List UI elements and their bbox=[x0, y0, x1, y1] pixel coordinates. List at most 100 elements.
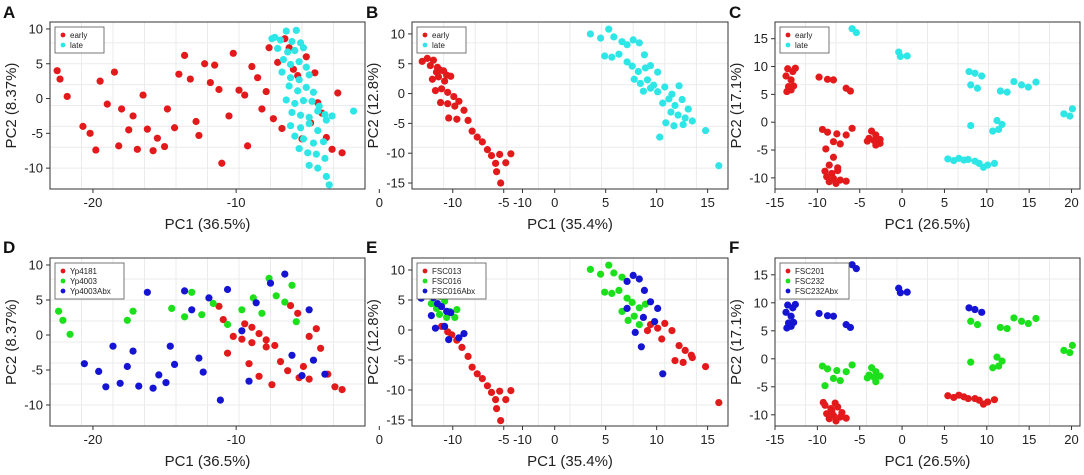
legend-label: FSC013 bbox=[432, 267, 462, 276]
point-fsc232 bbox=[967, 358, 975, 366]
y-tick-label: -10 bbox=[386, 383, 405, 398]
point-late bbox=[276, 36, 285, 44]
point-fsc232abx bbox=[787, 312, 795, 320]
point-fsc232abx bbox=[791, 300, 799, 309]
point-late bbox=[670, 122, 678, 130]
point-early bbox=[478, 138, 486, 146]
point-fsc013 bbox=[507, 387, 515, 395]
point-early bbox=[215, 85, 223, 94]
point-late bbox=[319, 138, 328, 146]
point-fsc232abx bbox=[782, 308, 790, 316]
panel-letter: E bbox=[366, 238, 377, 257]
point-early bbox=[468, 127, 476, 135]
point-yp4003 bbox=[66, 330, 74, 338]
point-early bbox=[163, 105, 172, 113]
point-late bbox=[667, 108, 675, 116]
point-fsc232abx bbox=[852, 265, 860, 273]
point-early bbox=[192, 117, 200, 126]
point-early bbox=[218, 159, 226, 167]
y-tick-label: 0 bbox=[761, 351, 768, 366]
point-late bbox=[661, 83, 669, 91]
point-fsc016abx bbox=[635, 275, 643, 283]
point-fsc232abx bbox=[846, 323, 855, 332]
point-yp4003 bbox=[223, 320, 232, 329]
point-early bbox=[483, 146, 492, 154]
point-late bbox=[973, 84, 982, 92]
point-late bbox=[654, 68, 662, 76]
point-fsc016abx bbox=[631, 328, 639, 336]
point-early bbox=[129, 112, 137, 120]
point-fsc232 bbox=[823, 365, 832, 373]
y-tick-label: 10 bbox=[29, 21, 43, 36]
point-late bbox=[271, 33, 279, 41]
plot-frame bbox=[774, 257, 1081, 427]
point-early bbox=[783, 87, 791, 96]
point-yp4003abx bbox=[223, 285, 232, 294]
legend-marker bbox=[60, 32, 66, 38]
point-yp4003abx bbox=[135, 382, 143, 390]
point-yp4003abx bbox=[188, 306, 196, 314]
plot-frame bbox=[411, 21, 729, 190]
point-late bbox=[636, 79, 644, 88]
point-fsc013 bbox=[473, 370, 481, 378]
point-fsc016abx bbox=[623, 277, 631, 285]
point-late bbox=[321, 110, 329, 119]
point-yp4003abx bbox=[170, 360, 179, 368]
point-early bbox=[782, 72, 790, 80]
point-yp4181 bbox=[219, 316, 227, 324]
point-late bbox=[1003, 88, 1011, 96]
point-late bbox=[671, 101, 679, 110]
point-early bbox=[829, 138, 838, 146]
x-tick-label: 15 bbox=[1022, 195, 1036, 210]
point-late bbox=[286, 122, 295, 130]
point-early bbox=[834, 167, 842, 175]
x-tick-label: -10 bbox=[808, 195, 827, 210]
point-yp4003abx bbox=[305, 306, 313, 314]
point-fsc201 bbox=[842, 414, 850, 422]
point-fsc232 bbox=[842, 368, 850, 376]
point-yp4003abx bbox=[149, 384, 157, 392]
point-late bbox=[288, 37, 296, 46]
point-yp4003 bbox=[168, 304, 176, 312]
point-fsc201 bbox=[831, 399, 839, 407]
point-yp4003abx bbox=[205, 294, 213, 302]
point-fsc016 bbox=[618, 273, 626, 281]
x-axis-title: PC1 (36.5%) bbox=[165, 453, 251, 470]
point-early bbox=[447, 72, 455, 80]
point-fsc232abx bbox=[965, 304, 973, 312]
point-early bbox=[265, 44, 273, 52]
point-late bbox=[321, 154, 329, 162]
point-early bbox=[453, 115, 461, 123]
y-tick-label: -5 bbox=[31, 126, 43, 141]
point-fsc201 bbox=[838, 408, 846, 417]
x-tick-label: -15 bbox=[766, 432, 785, 447]
point-early bbox=[423, 54, 431, 62]
y-axis-title: PC2 (17.1%) bbox=[728, 299, 745, 385]
point-fsc232 bbox=[967, 317, 975, 325]
point-early bbox=[229, 49, 237, 57]
x-tick-label: 0 bbox=[551, 432, 558, 447]
y-tick-label: 5 bbox=[36, 56, 43, 71]
point-early bbox=[92, 146, 100, 154]
point-early bbox=[56, 75, 64, 83]
point-early bbox=[496, 150, 504, 159]
point-early bbox=[53, 67, 61, 75]
point-early bbox=[491, 159, 500, 167]
point-early bbox=[437, 85, 446, 93]
point-early bbox=[451, 102, 459, 110]
point-late bbox=[615, 50, 623, 58]
point-early bbox=[311, 69, 319, 77]
point-fsc016abx bbox=[455, 334, 463, 342]
point-yp4003 bbox=[292, 318, 300, 326]
point-yp4181 bbox=[262, 336, 270, 344]
point-late bbox=[852, 28, 860, 37]
y-tick-label: 10 bbox=[754, 295, 768, 310]
point-yp4003 bbox=[238, 306, 246, 314]
x-axis-title: PC1 (36.5%) bbox=[165, 216, 251, 233]
point-late bbox=[639, 87, 647, 95]
point-early bbox=[445, 114, 453, 122]
point-late bbox=[659, 99, 667, 107]
point-yp4003abx bbox=[245, 377, 253, 385]
point-early bbox=[872, 131, 880, 139]
